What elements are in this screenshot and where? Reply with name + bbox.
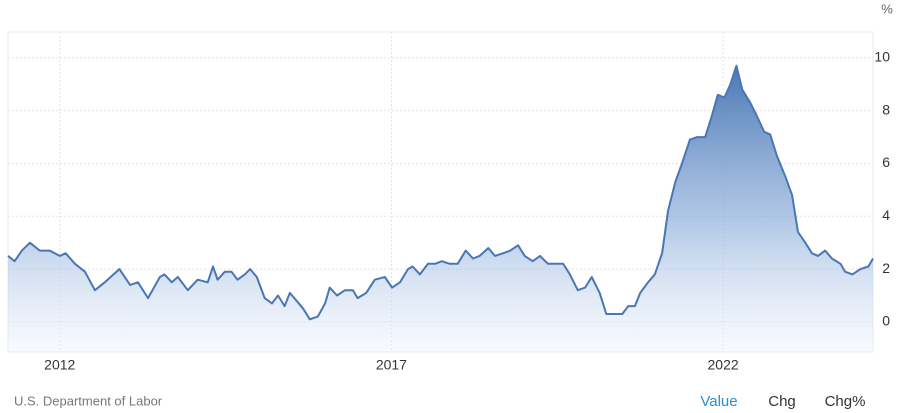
y-tick-label: 2	[882, 260, 890, 276]
unit-label: %	[881, 1, 893, 16]
x-tick-label: 2017	[376, 357, 407, 373]
y-tick-label: 6	[882, 154, 890, 170]
y-tick-label: 8	[882, 101, 890, 117]
y-tick-label: 10	[874, 49, 890, 65]
chg-pct-button[interactable]: Chg%	[825, 393, 866, 410]
y-tick-label: 4	[882, 207, 890, 223]
chg-button[interactable]: Chg	[768, 393, 796, 410]
series-line	[7, 64, 874, 321]
area-fill	[8, 65, 873, 353]
value-button[interactable]: Value	[700, 393, 737, 410]
x-tick-label: 2022	[708, 357, 739, 373]
x-tick-label: 2012	[44, 357, 75, 373]
y-tick-label: 0	[882, 313, 890, 329]
source: U.S. Department of Labor	[14, 393, 163, 408]
